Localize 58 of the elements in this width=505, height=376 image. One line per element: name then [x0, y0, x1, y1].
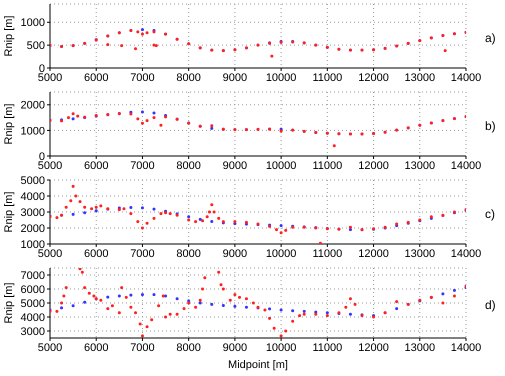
x-tick-label: 11000: [312, 248, 342, 260]
x-tick-label: 11000: [312, 72, 342, 84]
x-tick-label: 7000: [130, 248, 155, 260]
x-tick-label: 14000: [450, 342, 482, 354]
x-tick-label: 7000: [130, 342, 155, 354]
x-tick-label: 10000: [266, 248, 296, 260]
text: b): [485, 119, 496, 133]
y-tick-label: 5000: [20, 298, 45, 310]
x-tick-label: 8000: [176, 248, 201, 260]
x-tick-label: 7000: [130, 72, 155, 84]
x-tick-label: 13000: [404, 248, 436, 260]
y-tick-label: 500: [26, 40, 45, 52]
x-tick-label: 6000: [84, 72, 108, 84]
y-tick-label: 4000: [20, 312, 45, 324]
x-tick-label: 9000: [222, 342, 248, 354]
y-axis-title: Rnip [m]: [2, 104, 15, 144]
x-tick-label: 13000: [404, 72, 436, 84]
y-tick-label: 5000: [20, 174, 45, 187]
x-tick-label: 10000: [266, 72, 296, 84]
text: c): [485, 207, 495, 221]
x-tick-label: 8000: [176, 160, 201, 172]
x-tick-label: 10000: [266, 342, 296, 354]
text: a): [485, 31, 496, 45]
x-tick-label: 6000: [84, 160, 108, 172]
x-tick-label: 12000: [358, 248, 389, 260]
x-tick-label: 12000: [358, 160, 389, 172]
y-tick-label: 2000: [20, 222, 45, 235]
y-tick-label: 3000: [20, 326, 45, 338]
x-tick-label: 8000: [176, 342, 201, 354]
y-axis-title: Rnip [m]: [2, 282, 15, 324]
y-tick-label: 1000: [20, 125, 45, 138]
x-tick-label: 14000: [450, 72, 482, 84]
x-tick-label: 9000: [222, 160, 248, 172]
x-tick-label: 8000: [176, 72, 201, 84]
y-tick-label: 1000: [20, 17, 45, 30]
x-tick-label: 9000: [222, 72, 248, 84]
text: d): [485, 298, 496, 312]
x-tick-label: 12000: [358, 72, 389, 84]
y-axis-title: Rnip [m]: [2, 192, 15, 232]
x-tick-label: 6000: [84, 342, 108, 354]
x-tick-label: 14000: [450, 248, 482, 260]
x-tick-label: 13000: [404, 160, 436, 172]
x-tick-label: 7000: [130, 160, 155, 172]
y-tick-label: 4000: [20, 190, 45, 203]
y-tick-label: 6000: [20, 284, 45, 296]
x-tick-label: 11000: [312, 342, 342, 354]
y-tick-label: 2000: [20, 100, 45, 112]
x-axis-title: Midpoint [m]: [228, 359, 288, 371]
x-tick-label: 11000: [312, 160, 342, 172]
x-tick-label: 12000: [358, 342, 389, 354]
y-axis-title: Rnip [m]: [2, 16, 15, 56]
x-tick-label: 14000: [450, 160, 482, 172]
x-tick-label: 13000: [404, 342, 436, 354]
x-tick-label: 10000: [266, 160, 296, 172]
y-tick-label: 3000: [20, 206, 45, 219]
x-tick-label: 9000: [222, 248, 248, 260]
y-tick-label: 7000: [20, 270, 45, 282]
x-tick-label: 6000: [84, 248, 108, 260]
